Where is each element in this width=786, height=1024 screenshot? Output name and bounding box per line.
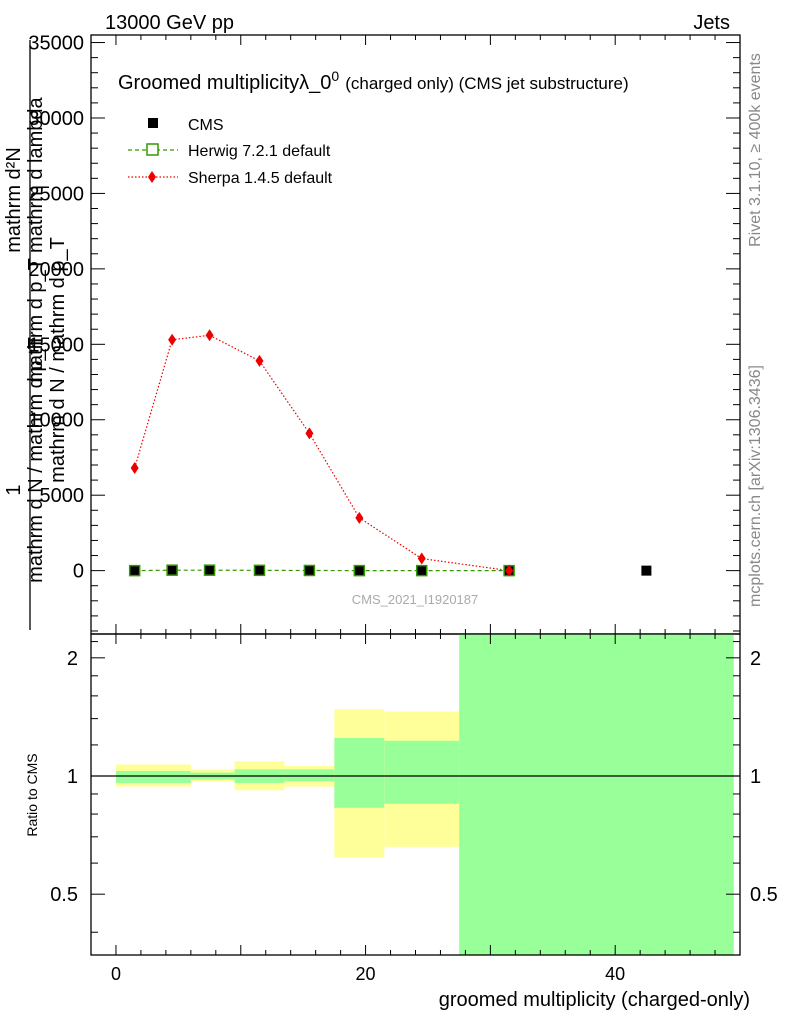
- ratio-y-tick-label-right: 0.5: [750, 884, 778, 906]
- ratio-stat-band-5: [384, 740, 460, 804]
- herwig-point: [203, 564, 216, 576]
- sherpa-point: [305, 427, 314, 440]
- legend-label-sherpa: Sherpa 1.4.5 default: [188, 170, 333, 187]
- main-panel-ticks: 0 5000 10000 15000 20000 25000 30000 35000: [28, 33, 740, 634]
- sherpa-point: [417, 552, 426, 565]
- cms-point: [641, 565, 652, 576]
- ratio-y-tick-label: 0.5: [50, 884, 78, 906]
- herwig-point: [303, 564, 316, 577]
- legend-marker-herwig: [146, 143, 159, 156]
- main-y-label-part-0: mathrm d²N: [3, 147, 25, 253]
- herwig-point: [253, 564, 266, 577]
- legend-marker-cms: [148, 118, 158, 128]
- ratio-panel-ticks: 0 20 40 0.5 0.5 1 1 2 2: [50, 634, 778, 984]
- sherpa-point: [355, 511, 364, 524]
- chart-title-main: Groomed multiplicityλ_0: [118, 72, 331, 94]
- cms-point: [254, 565, 265, 576]
- cms-point: [167, 565, 178, 576]
- ratio-y-tick-label-right: 2: [750, 648, 761, 670]
- sherpa-line: [134, 334, 510, 572]
- sherpa-point: [205, 329, 214, 342]
- main-y-tick-label: 5000: [40, 485, 85, 507]
- ratio-stat-band-3: [284, 769, 335, 782]
- x-tick-label: 40: [605, 964, 625, 984]
- chart-title-suffix: (charged only) (CMS jet substructure): [345, 74, 628, 93]
- ratio-y-tick-label: 1: [67, 766, 78, 788]
- herwig-point: [128, 564, 141, 577]
- chart-title-superscript: 0: [331, 68, 339, 84]
- main-y-tick-label: 35000: [28, 33, 84, 55]
- legend-label-herwig: Herwig 7.2.1 default: [188, 143, 331, 160]
- ratio-y-tick-label-right: 1: [750, 766, 761, 788]
- rivet-label: Rivet 3.1.10, ≥ 400k events: [747, 53, 764, 247]
- main-y-tick-label: 30000: [28, 108, 84, 130]
- main-y-tick-label: 15000: [28, 334, 84, 356]
- ratio-y-axis-label: Ratio to CMS: [24, 753, 40, 836]
- ratio-stat-band-4: [334, 737, 385, 808]
- main-y-label-part-4: mathrm d N / mathrm d p_T: [47, 237, 69, 483]
- ratio-stat-band-6: [459, 634, 734, 955]
- main-y-tick-label: 20000: [28, 259, 84, 281]
- ratio-y-tick-label: 2: [67, 648, 78, 670]
- sherpa-point: [255, 354, 264, 367]
- sherpa-point: [130, 462, 139, 475]
- main-panel-series: [128, 329, 652, 577]
- x-tick-label: 20: [356, 964, 376, 984]
- main-y-tick-label: 0: [73, 561, 84, 583]
- energy-label: 13000 GeV pp: [105, 12, 234, 34]
- herwig-point: [166, 564, 178, 576]
- main-y-tick-label: 10000: [28, 410, 84, 432]
- legend-label-cms: CMS: [188, 117, 224, 134]
- cms-point: [416, 565, 427, 576]
- herwig-point: [353, 564, 366, 577]
- category-label: Jets: [693, 12, 730, 34]
- x-tick-label: 0: [111, 964, 121, 984]
- cms-point: [354, 565, 365, 576]
- cms-point: [129, 565, 140, 576]
- main-y-label-part-2: 1: [3, 484, 25, 495]
- main-y-label-part-3: mathrm d N / mathrm d p_T: [25, 337, 47, 583]
- cms-point: [204, 565, 215, 576]
- mcplots-label: mcplots.cern.ch [arXiv:1306.3436]: [747, 365, 764, 607]
- herwig-point: [415, 564, 428, 577]
- analysis-watermark: CMS_2021_I1920187: [352, 592, 479, 607]
- x-axis-label: groomed multiplicity (charged-only): [439, 989, 750, 1011]
- legend: CMS Herwig 7.2.1 default Sherpa 1.4.5 de…: [128, 117, 333, 187]
- cms-point: [304, 565, 315, 576]
- chart-title: Groomed multiplicityλ_00 (charged only) (…: [118, 68, 629, 94]
- ratio-stat-band-0: [115, 770, 191, 783]
- legend-marker-sherpa: [148, 171, 156, 183]
- sherpa-point: [505, 564, 514, 577]
- sherpa-point: [168, 333, 177, 346]
- ratio-bands: [91, 634, 740, 955]
- main-y-tick-label: 25000: [28, 183, 84, 205]
